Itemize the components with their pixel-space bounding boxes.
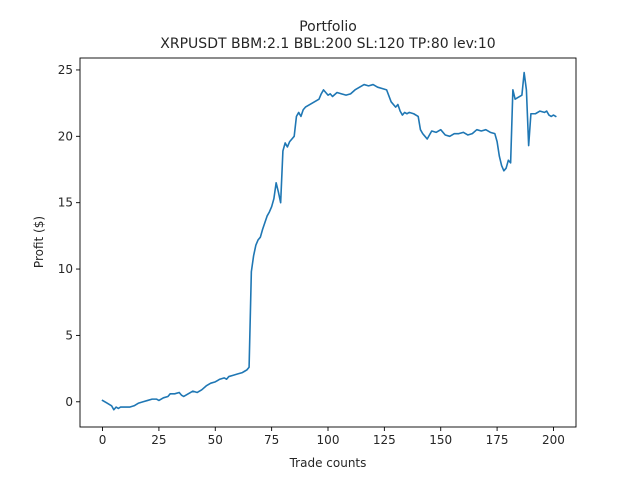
x-tick-label: 200 bbox=[542, 433, 565, 447]
x-tick-label: 125 bbox=[373, 433, 396, 447]
plot-area: 0 25 50 75 100 125 150 175 200 0 5 10 15 20 25 bbox=[58, 57, 577, 447]
x-tick-label: 150 bbox=[429, 433, 452, 447]
x-tick-label: 175 bbox=[486, 433, 509, 447]
x-tick-label: 50 bbox=[208, 433, 223, 447]
y-tick-label: 10 bbox=[58, 262, 73, 276]
y-tick-label: 5 bbox=[65, 328, 73, 342]
y-tick-label: 0 bbox=[65, 395, 73, 409]
chart-title: Portfolio bbox=[299, 19, 357, 35]
y-tick-label: 20 bbox=[58, 129, 73, 143]
y-axis-label: Profit ($) bbox=[32, 216, 46, 268]
series-line-0 bbox=[101, 71, 557, 411]
x-tick-label: 25 bbox=[151, 433, 166, 447]
x-tick-label: 75 bbox=[264, 433, 279, 447]
x-tick-label: 0 bbox=[99, 433, 107, 447]
y-tick-label: 15 bbox=[58, 196, 73, 210]
x-tick-label: 100 bbox=[317, 433, 340, 447]
y-tick-label: 25 bbox=[58, 63, 73, 77]
x-axis-label: Trade counts bbox=[289, 456, 367, 470]
chart-subtitle: XRPUSDT BBM:2.1 BBL:200 SL:120 TP:80 lev… bbox=[160, 36, 495, 52]
